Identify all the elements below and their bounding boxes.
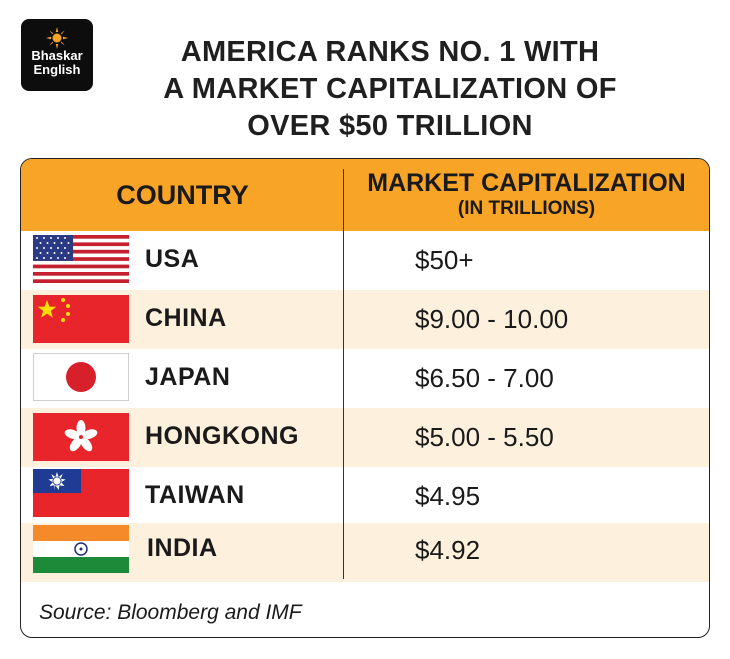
taiwan-flag-icon (33, 469, 129, 517)
country-name: JAPAN (145, 363, 231, 391)
china-flag-icon (33, 295, 129, 343)
table-row: CHINA $9.00 - 10.00 (21, 290, 709, 349)
market-cap-value: $5.00 - 5.50 (415, 422, 554, 452)
country-name: INDIA (147, 534, 218, 562)
source-note: Source: Bloomberg and IMF (39, 601, 302, 624)
column-divider (343, 169, 344, 579)
column-header-market-cap-unit: (IN TRILLIONS) (457, 198, 596, 219)
brand-name-line1: Bhaskar (31, 48, 83, 63)
country-name: TAIWAN (145, 481, 245, 509)
table-row: HONGKONG $5.00 - 5.50 (21, 408, 709, 467)
country-name: HONGKONG (145, 422, 299, 450)
market-cap-value: $50+ (415, 245, 474, 275)
market-cap-value: $6.50 - 7.00 (415, 363, 554, 393)
market-cap-value: $4.95 (415, 481, 481, 511)
japan-flag-icon (33, 353, 129, 401)
india-flag-icon (33, 525, 129, 573)
table-row: JAPAN $6.50 - 7.00 (21, 349, 709, 408)
column-header-market-cap-label: MARKET CAPITALIZATION (367, 169, 686, 197)
table-row: TAIWAN $4.95 (21, 467, 709, 526)
country-name: CHINA (145, 304, 227, 332)
market-cap-value: $9.00 - 10.00 (415, 304, 569, 334)
market-cap-table: COUNTRY MARKET CAPITALIZATION (IN TRILLI… (20, 158, 710, 638)
hongkong-flag-icon (33, 413, 129, 461)
sun-logo-icon (46, 27, 68, 49)
country-name: USA (145, 245, 200, 273)
usa-flag-icon (33, 235, 129, 283)
column-header-country: COUNTRY (116, 179, 249, 210)
brand-name-line2: English (33, 62, 81, 77)
table-row: INDIA $4.92 (21, 523, 709, 582)
title-line-1: AMERICA RANKS NO. 1 WITH (180, 36, 600, 68)
chart-title: AMERICA RANKS NO. 1 WITH A MARKET CAPITA… (110, 34, 670, 145)
column-header-market-cap: MARKET CAPITALIZATION (IN TRILLIONS) (344, 169, 709, 221)
market-cap-value: $4.92 (415, 535, 481, 565)
title-line-2: A MARKET CAPITALIZATION OF (163, 73, 617, 105)
table-header: COUNTRY MARKET CAPITALIZATION (IN TRILLI… (21, 159, 709, 231)
brand-logo: Bhaskar English (21, 19, 93, 91)
title-line-3: OVER $50 TRILLION (247, 110, 533, 142)
table-row: USA $50+ (21, 231, 709, 290)
